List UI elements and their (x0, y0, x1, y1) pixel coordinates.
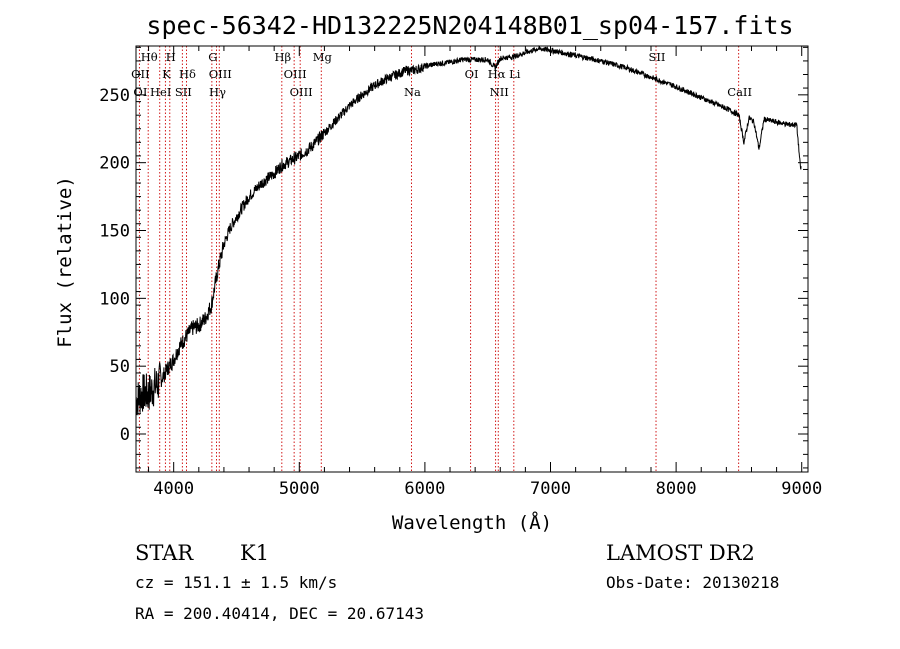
y-tick-label: 50 (110, 357, 130, 377)
spectral-line-label: Na (404, 85, 421, 99)
plot-frame (135, 45, 809, 473)
spectral-line-label: Hα (488, 67, 506, 81)
x-axis-label: Wavelength (Å) (392, 511, 552, 534)
x-axis: 4000 5000 6000 7000 8000 9000 (148, 46, 822, 499)
spectral-line-label: OIII (284, 67, 307, 81)
spectral-line-label: HeI (150, 85, 171, 99)
spectral-line-label: H (166, 50, 176, 64)
y-tick-label: 250 (99, 86, 130, 106)
observation-date: Obs-Date: 20130218 (606, 573, 779, 592)
redshift-readout: cz = 151.1 ± 1.5 km/s (135, 573, 337, 592)
spectral-line-label: OI (465, 67, 479, 81)
spectral-line-label: OIII (209, 67, 232, 81)
x-tick-label: 5000 (279, 479, 320, 499)
spectral-line-label: NII (490, 85, 509, 99)
spectral-line-label: Hθ (141, 50, 158, 64)
x-tick-label: 4000 (153, 479, 194, 499)
y-tick-label: 200 (99, 154, 130, 174)
spectral-line-label: OI (133, 85, 147, 99)
survey-name: LAMOST DR2 (606, 541, 755, 565)
x-tick-label: 6000 (404, 479, 445, 499)
x-tick-label: 8000 (656, 479, 697, 499)
object-class: STAR (135, 541, 194, 565)
spectral-line-label: OIII (290, 85, 313, 99)
spectral-line-label: SII (175, 85, 192, 99)
spectral-line-label: Hδ (179, 67, 196, 81)
spectral-line-label: Hγ (209, 85, 226, 99)
y-axis-label: Flux (relative) (54, 176, 76, 348)
spectral-line-label: SII (649, 50, 666, 64)
y-tick-label: 0 (120, 425, 130, 445)
spectral-line-markers (138, 46, 740, 472)
y-axis: 0 50 100 150 200 250 (99, 46, 808, 469)
x-tick-label: 7000 (530, 479, 571, 499)
coordinates-readout: RA = 200.40414, DEC = 20.67143 (135, 604, 424, 623)
x-tick-label: 9000 (781, 479, 822, 499)
spectral-line-label: K (162, 67, 171, 81)
spectral-line-label: Hβ (274, 50, 291, 64)
spectral-line-label: Mg (313, 50, 333, 64)
spectral-line-label: CaII (727, 85, 752, 99)
spectral-line-label: G (208, 50, 217, 64)
object-subclass: K1 (240, 541, 269, 565)
chart-title: spec-56342-HD132225N204148B01_sp04-157.f… (146, 11, 793, 40)
y-tick-label: 100 (99, 289, 130, 309)
spectrum-line (135, 45, 802, 416)
y-tick-label: 150 (99, 222, 130, 242)
spectral-line-label: Li (509, 67, 521, 81)
